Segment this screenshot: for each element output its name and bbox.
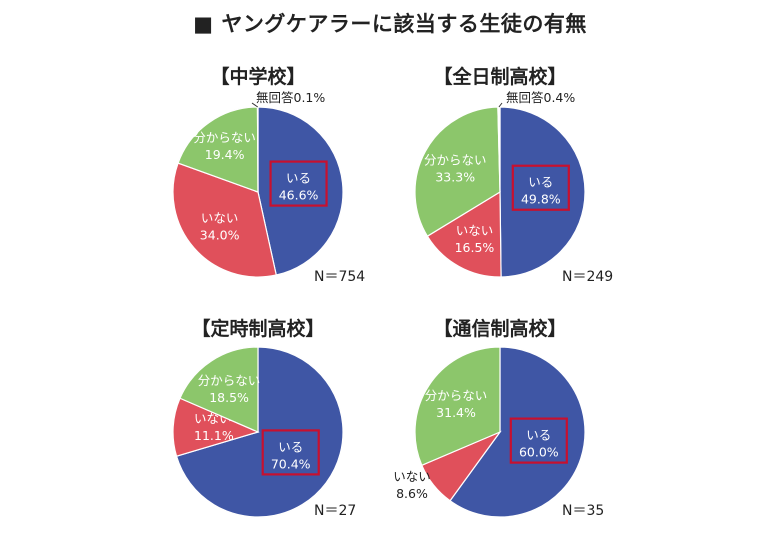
pie-slice-inai — [172, 162, 277, 278]
leader-line — [251, 102, 259, 108]
slice-value-label: 33.3% — [435, 170, 475, 185]
n-label-parttime-high: N＝27 — [314, 503, 357, 519]
slice-name-label: いる — [286, 171, 311, 186]
n-label-junior-high: N＝754 — [314, 269, 366, 285]
highlight-box — [509, 417, 568, 464]
slice-value-label: 46.6% — [279, 188, 319, 203]
pie-slice-iru — [449, 346, 586, 518]
slice-name-label: 分からない — [425, 388, 488, 403]
pie-slice-wakaranai — [179, 346, 259, 433]
n-label-fulltime-high: N＝249 — [562, 269, 614, 285]
slice-value-label: 70.4% — [271, 456, 311, 471]
slice-name-label: いる — [278, 439, 303, 454]
slice-name-label: 分からない — [424, 153, 487, 168]
pie-slice-wakaranai — [414, 346, 501, 467]
pie-slice-iru — [257, 106, 344, 276]
slice-name-label: いない — [456, 223, 494, 238]
slice-name-label: いる — [528, 175, 553, 190]
slice-value-label: 8.6% — [396, 486, 428, 501]
slice-value-label: 34.0% — [200, 228, 240, 243]
slice-value-label: 18.5% — [209, 390, 249, 405]
slice-name-label: 分からない — [198, 373, 261, 388]
page-title: ■ ヤングケアラーに該当する生徒の有無 — [193, 12, 587, 36]
pie-slice-mukaitou — [497, 106, 501, 193]
slice-name-label: いない — [393, 469, 431, 484]
slice-label-mukaitou: 無回答0.1% — [256, 90, 325, 105]
n-label-correspondence-high: N＝35 — [562, 503, 605, 519]
pie-slice-wakaranai — [177, 106, 259, 193]
slice-name-label: いない — [201, 211, 239, 226]
chart-title-junior-high: 【中学校】 — [210, 66, 306, 88]
highlight-box — [261, 429, 320, 476]
slice-name-label: いる — [526, 428, 551, 443]
highlight-box — [511, 164, 570, 211]
chart-title-fulltime-high: 【全日制高校】 — [433, 66, 567, 88]
pie-slice-inai — [426, 190, 502, 278]
pie-3: いる 60.0% いない 8.6% 分からない 31.4% — [393, 346, 586, 518]
slice-value-label: 31.4% — [436, 405, 476, 420]
pie-slice-iru — [499, 106, 586, 278]
chart-title-correspondence-high: 【通信制高校】 — [433, 318, 567, 340]
slice-value-label: 11.1% — [194, 428, 234, 443]
slice-value-label: 60.0% — [519, 445, 559, 460]
pie-1: いる 49.8% いない 16.5% 分からない 33.3% 無回答0.4% — [414, 90, 586, 278]
slice-label-mukaitou: 無回答0.4% — [506, 90, 575, 105]
slice-value-label: 16.5% — [455, 240, 495, 255]
pie-0: いる 46.6% いない 34.0% 分からない 19.4% 無回答0.1% — [172, 90, 344, 278]
slice-value-label: 49.8% — [521, 192, 561, 207]
chart-title-parttime-high: 【定時制高校】 — [191, 318, 325, 340]
leader-line — [498, 102, 503, 108]
slice-name-label: 分からない — [193, 130, 256, 145]
pie-slice-mukaitou — [256, 106, 259, 193]
pie-slice-wakaranai — [414, 106, 501, 238]
highlight-box — [269, 160, 328, 207]
slice-value-label: 19.4% — [205, 147, 245, 162]
